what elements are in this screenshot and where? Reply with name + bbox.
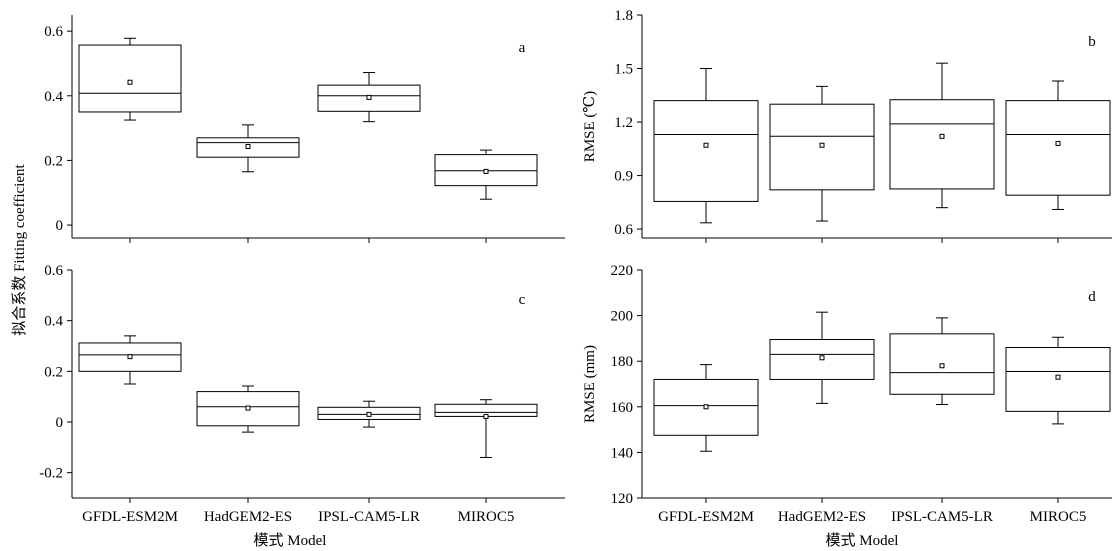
y-tick-label: 0 <box>56 218 64 234</box>
box-miroc5 <box>434 149 538 200</box>
x-tick-label: IPSL-CAM5-LR <box>891 509 993 525</box>
y-tick-label: 1.8 <box>614 8 633 24</box>
y-tick-label: 0.2 <box>44 153 63 169</box>
iqr-box <box>78 44 182 113</box>
box-miroc5 <box>1005 336 1111 425</box>
mean-marker <box>483 168 489 174</box>
y-tick-label: 200 <box>611 309 634 325</box>
box-gfdl-esm2m <box>653 364 759 452</box>
left-y-axis-title: 拟合系数 Fitting coefficient <box>11 163 28 335</box>
iqr-box <box>653 100 759 202</box>
y-tick-label: 0 <box>56 415 64 431</box>
panel-letter: a <box>519 40 526 56</box>
y-tick-label: 160 <box>611 400 634 416</box>
mean-marker <box>245 405 251 411</box>
box-ipsl-cam5-lr <box>317 400 421 428</box>
y-tick-label: 220 <box>611 263 634 279</box>
y-tick-label: 0.4 <box>44 314 63 330</box>
y-tick-label: 0.6 <box>44 263 63 279</box>
x-tick-label: HadGEM2-ES <box>778 509 866 525</box>
box-gfdl-esm2m <box>78 37 182 121</box>
y-tick-label: 0.6 <box>614 222 633 238</box>
iqr-box <box>889 99 995 190</box>
panel-a: 0 0.2 0.4 0.6 a <box>44 15 565 243</box>
mean-marker <box>1055 374 1061 380</box>
x-tick-label: MIROC5 <box>458 509 515 525</box>
x-tick-label: GFDL-ESM2M <box>82 509 178 525</box>
y-tick-label: 0.4 <box>44 89 63 105</box>
x-tick-label: HadGEM2-ES <box>204 509 292 525</box>
mean-marker <box>1055 140 1061 146</box>
mean-marker <box>819 142 825 148</box>
y-tick-label: 140 <box>611 445 634 461</box>
mean-marker <box>939 133 945 139</box>
box-gfdl-esm2m <box>78 335 182 385</box>
y-tick-label: 0.2 <box>44 364 63 380</box>
box-hadgem2-es <box>769 85 875 222</box>
mean-marker <box>127 79 133 85</box>
y-axis-title: RMSE (mm) <box>582 345 598 423</box>
box-ipsl-cam5-lr <box>889 62 995 209</box>
y-tick-label: 180 <box>611 354 634 370</box>
x-tick-label: MIROC5 <box>1030 509 1087 525</box>
y-tick-label: 0.9 <box>614 169 633 185</box>
y-tick-label: 1.5 <box>614 62 633 78</box>
panel-d: 120 140 160 180 200 220 GFDL-ESM2M HadGEM2-ES IP… <box>582 263 1112 525</box>
mean-marker <box>483 413 489 419</box>
iqr-box <box>1005 100 1111 196</box>
mean-marker <box>366 94 372 100</box>
box-miroc5 <box>434 399 538 458</box>
panel-letter: c <box>519 292 526 308</box>
mean-marker <box>703 142 709 148</box>
y-tick-label: 1.2 <box>614 115 633 131</box>
box-ipsl-cam5-lr <box>317 72 421 123</box>
box-hadgem2-es <box>769 311 875 404</box>
box-hadgem2-es <box>196 124 300 173</box>
mean-marker <box>703 404 709 410</box>
panel-letter: d <box>1088 289 1096 305</box>
box-ipsl-cam5-lr <box>889 317 995 406</box>
box-hadgem2-es <box>196 385 300 433</box>
panel-c: -0.2 0 0.2 0.4 0.6 GFDL-ESM2M HadGEM2-ES IPSL-C… <box>39 263 565 525</box>
x-tick-label: IPSL-CAM5-LR <box>318 509 420 525</box>
mean-marker <box>939 363 945 369</box>
box-miroc5 <box>1005 80 1111 210</box>
right-x-axis-title: 模式 Model <box>826 532 899 549</box>
x-tick-label: GFDL-ESM2M <box>658 509 754 525</box>
y-axis-title: RMSE (℃) <box>582 91 598 162</box>
mean-marker <box>819 355 825 361</box>
left-x-axis-title: 模式 Model <box>254 532 327 549</box>
panel-letter: b <box>1088 34 1096 50</box>
y-tick-label: 120 <box>611 491 634 507</box>
panel-b: 0.6 0.9 1.2 1.5 1.8 b RMSE (℃) <box>582 8 1112 243</box>
mean-marker <box>245 144 251 150</box>
y-tick-label: -0.2 <box>39 466 63 482</box>
mean-marker <box>127 354 133 360</box>
y-tick-label: 0.6 <box>44 24 63 40</box>
box-gfdl-esm2m <box>653 68 759 224</box>
mean-marker <box>366 411 372 417</box>
